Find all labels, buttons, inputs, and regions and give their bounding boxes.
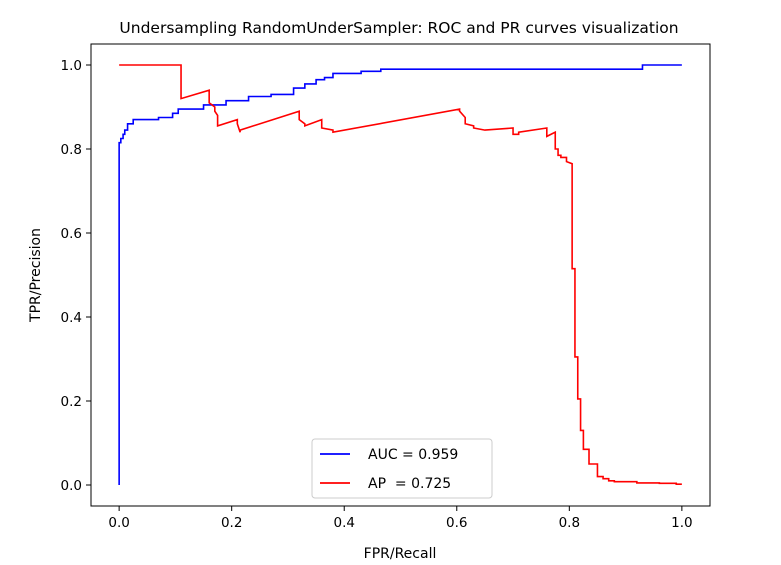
y-tick-label: 1.0 [61, 58, 82, 74]
legend-label-1: AP = 0.725 [368, 476, 451, 492]
series-line-0 [118, 64, 682, 485]
x-tick-label: 0.4 [333, 515, 354, 531]
y-tick-label: 0.0 [61, 478, 82, 494]
legend: AUC = 0.959 AP = 0.725 [311, 438, 493, 499]
axes-layer: 0.0 0.2 0.4 0.6 0.8 1.0 0.0 0.2 0.4 0.6 0.8 1.0 [61, 43, 711, 531]
plot-frame [90, 43, 711, 507]
x-axis-label: FPR/Recall [364, 546, 437, 562]
x-tick-label: 0.0 [108, 515, 129, 531]
x-tick-label: 0.8 [559, 515, 580, 531]
chart-title: Undersampling RandomUnderSampler: ROC an… [119, 19, 678, 37]
x-tick-label: 0.6 [446, 515, 467, 531]
legend-label-0: AUC = 0.959 [368, 447, 458, 463]
x-tick-label: 1.0 [671, 515, 692, 531]
series-line-1 [119, 64, 682, 485]
y-tick-label: 0.6 [61, 226, 82, 242]
y-axis-label: TPR/Precision [28, 228, 44, 323]
y-tick-label: 0.8 [61, 142, 82, 158]
legend-box [311, 438, 493, 499]
y-tick-label: 0.4 [61, 310, 82, 326]
x-tick-label: 0.2 [221, 515, 242, 531]
y-tick-label: 0.2 [61, 394, 82, 410]
series-layer [118, 64, 682, 485]
